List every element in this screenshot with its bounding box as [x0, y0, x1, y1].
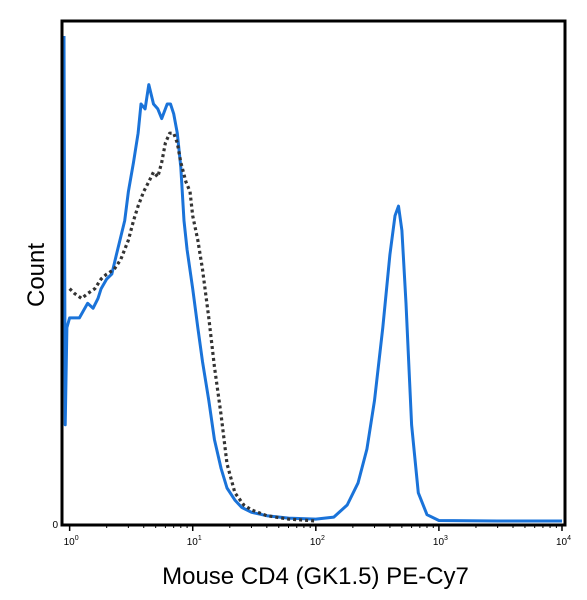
- x-tick-label: 104: [556, 535, 571, 548]
- x-tick-label: 100: [64, 535, 79, 548]
- x-axis: 100 101 102 103 104: [64, 525, 571, 548]
- x-tick-label: 102: [310, 535, 325, 548]
- x-tick-label: 103: [433, 535, 448, 548]
- stained-sample-curve: [62, 35, 562, 523]
- y-axis: 0: [52, 520, 58, 531]
- plot-frame: [60, 19, 567, 527]
- x-tick-label: 101: [187, 535, 202, 548]
- x-axis-title: Mouse CD4 (GK1.5) PE-Cy7: [162, 563, 469, 590]
- y-axis-title: Count: [23, 243, 50, 307]
- plot-series: [62, 35, 562, 523]
- isotype-control-curve: [68, 131, 316, 523]
- y-tick-label: 0: [52, 520, 58, 531]
